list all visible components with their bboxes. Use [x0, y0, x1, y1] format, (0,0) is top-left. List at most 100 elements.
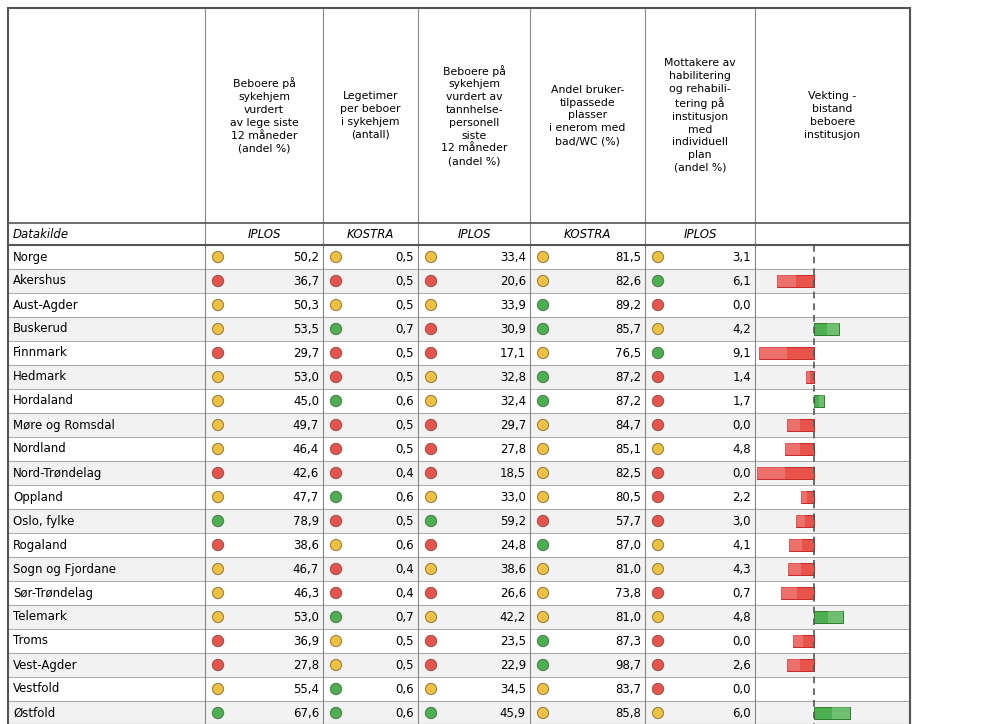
Circle shape: [426, 276, 436, 287]
Text: Buskerud: Buskerud: [13, 322, 68, 335]
Circle shape: [538, 348, 548, 358]
Text: Aust-Agder: Aust-Agder: [13, 298, 79, 311]
Text: Beboere på
sykehjem
vurdert av
tannhelse-
personell
siste
12 måneder
(andel %): Beboere på sykehjem vurdert av tannhelse…: [441, 64, 507, 167]
Text: 49,7: 49,7: [293, 418, 319, 432]
Bar: [814, 395, 824, 407]
Bar: [781, 586, 797, 599]
Bar: [8, 317, 910, 341]
Circle shape: [330, 636, 342, 647]
Circle shape: [652, 300, 664, 311]
Circle shape: [426, 492, 436, 502]
Circle shape: [426, 636, 436, 647]
Text: 0,5: 0,5: [396, 418, 414, 432]
Circle shape: [426, 563, 436, 575]
Text: Sør-Trøndelag: Sør-Trøndelag: [13, 586, 93, 599]
Text: 0,0: 0,0: [732, 466, 751, 479]
Circle shape: [538, 251, 548, 263]
Text: Datakilde: Datakilde: [13, 227, 69, 240]
Circle shape: [538, 444, 548, 455]
Text: 57,7: 57,7: [615, 515, 641, 528]
Bar: [759, 347, 814, 359]
Text: 33,0: 33,0: [500, 490, 526, 503]
Text: 29,7: 29,7: [293, 347, 319, 360]
Text: 36,7: 36,7: [293, 274, 319, 287]
Bar: [826, 323, 839, 335]
Bar: [787, 659, 800, 671]
Circle shape: [652, 251, 664, 263]
Text: 81,0: 81,0: [615, 563, 641, 576]
Text: 76,5: 76,5: [615, 347, 641, 360]
Text: 0,6: 0,6: [395, 707, 414, 720]
Bar: [8, 557, 910, 581]
Circle shape: [212, 395, 224, 406]
Circle shape: [330, 444, 342, 455]
Circle shape: [652, 636, 664, 647]
Circle shape: [212, 539, 224, 550]
Text: Andel bruker-
tilpassede
plasser
i enerom med
bad/WC (%): Andel bruker- tilpassede plasser i enero…: [549, 85, 626, 146]
Circle shape: [212, 324, 224, 334]
Text: 59,2: 59,2: [500, 515, 526, 528]
Bar: [787, 418, 814, 432]
Bar: [8, 293, 910, 317]
Circle shape: [538, 300, 548, 311]
Circle shape: [330, 276, 342, 287]
Circle shape: [330, 515, 342, 526]
Circle shape: [212, 683, 224, 694]
Text: 0,5: 0,5: [396, 371, 414, 384]
Text: 0,0: 0,0: [732, 418, 751, 432]
Bar: [828, 611, 843, 623]
Text: 89,2: 89,2: [615, 298, 641, 311]
Bar: [8, 341, 910, 365]
Bar: [777, 275, 796, 287]
Text: 29,7: 29,7: [500, 418, 526, 432]
Text: 0,6: 0,6: [395, 490, 414, 503]
Bar: [757, 467, 785, 479]
Bar: [814, 611, 843, 623]
Bar: [8, 485, 910, 509]
Circle shape: [426, 515, 436, 526]
Circle shape: [212, 612, 224, 623]
Text: IPLOS: IPLOS: [247, 227, 281, 240]
Text: 87,3: 87,3: [615, 634, 641, 647]
Bar: [793, 635, 803, 647]
Circle shape: [330, 300, 342, 311]
Text: 33,9: 33,9: [500, 298, 526, 311]
Text: 0,6: 0,6: [395, 539, 414, 552]
Circle shape: [330, 587, 342, 599]
Circle shape: [652, 324, 664, 334]
Text: 6,0: 6,0: [732, 707, 751, 720]
Text: 46,3: 46,3: [293, 586, 319, 599]
Text: 27,8: 27,8: [293, 659, 319, 671]
Circle shape: [538, 395, 548, 406]
Text: 4,8: 4,8: [732, 442, 751, 455]
Bar: [796, 515, 814, 527]
Circle shape: [652, 468, 664, 479]
Bar: [801, 491, 807, 503]
Text: 1,7: 1,7: [732, 395, 751, 408]
Text: 0,5: 0,5: [396, 347, 414, 360]
Text: 78,9: 78,9: [293, 515, 319, 528]
Text: 38,6: 38,6: [500, 563, 526, 576]
Text: 32,8: 32,8: [500, 371, 526, 384]
Text: Telemark: Telemark: [13, 610, 67, 623]
Circle shape: [426, 660, 436, 670]
Bar: [8, 437, 910, 461]
Circle shape: [538, 515, 548, 526]
Circle shape: [538, 539, 548, 550]
Text: 33,4: 33,4: [500, 251, 526, 264]
Text: 98,7: 98,7: [615, 659, 641, 671]
Bar: [777, 275, 814, 287]
Text: 4,1: 4,1: [732, 539, 751, 552]
Circle shape: [330, 492, 342, 502]
Bar: [832, 707, 850, 719]
Circle shape: [330, 324, 342, 334]
Circle shape: [652, 348, 664, 358]
Circle shape: [652, 515, 664, 526]
Text: 0,5: 0,5: [396, 442, 414, 455]
Circle shape: [652, 539, 664, 550]
Text: 20,6: 20,6: [500, 274, 526, 287]
Circle shape: [538, 468, 548, 479]
Text: Legetimer
per beboer
i sykehjem
(antall): Legetimer per beboer i sykehjem (antall): [340, 91, 401, 140]
Text: 53,0: 53,0: [293, 610, 319, 623]
Circle shape: [652, 660, 664, 670]
